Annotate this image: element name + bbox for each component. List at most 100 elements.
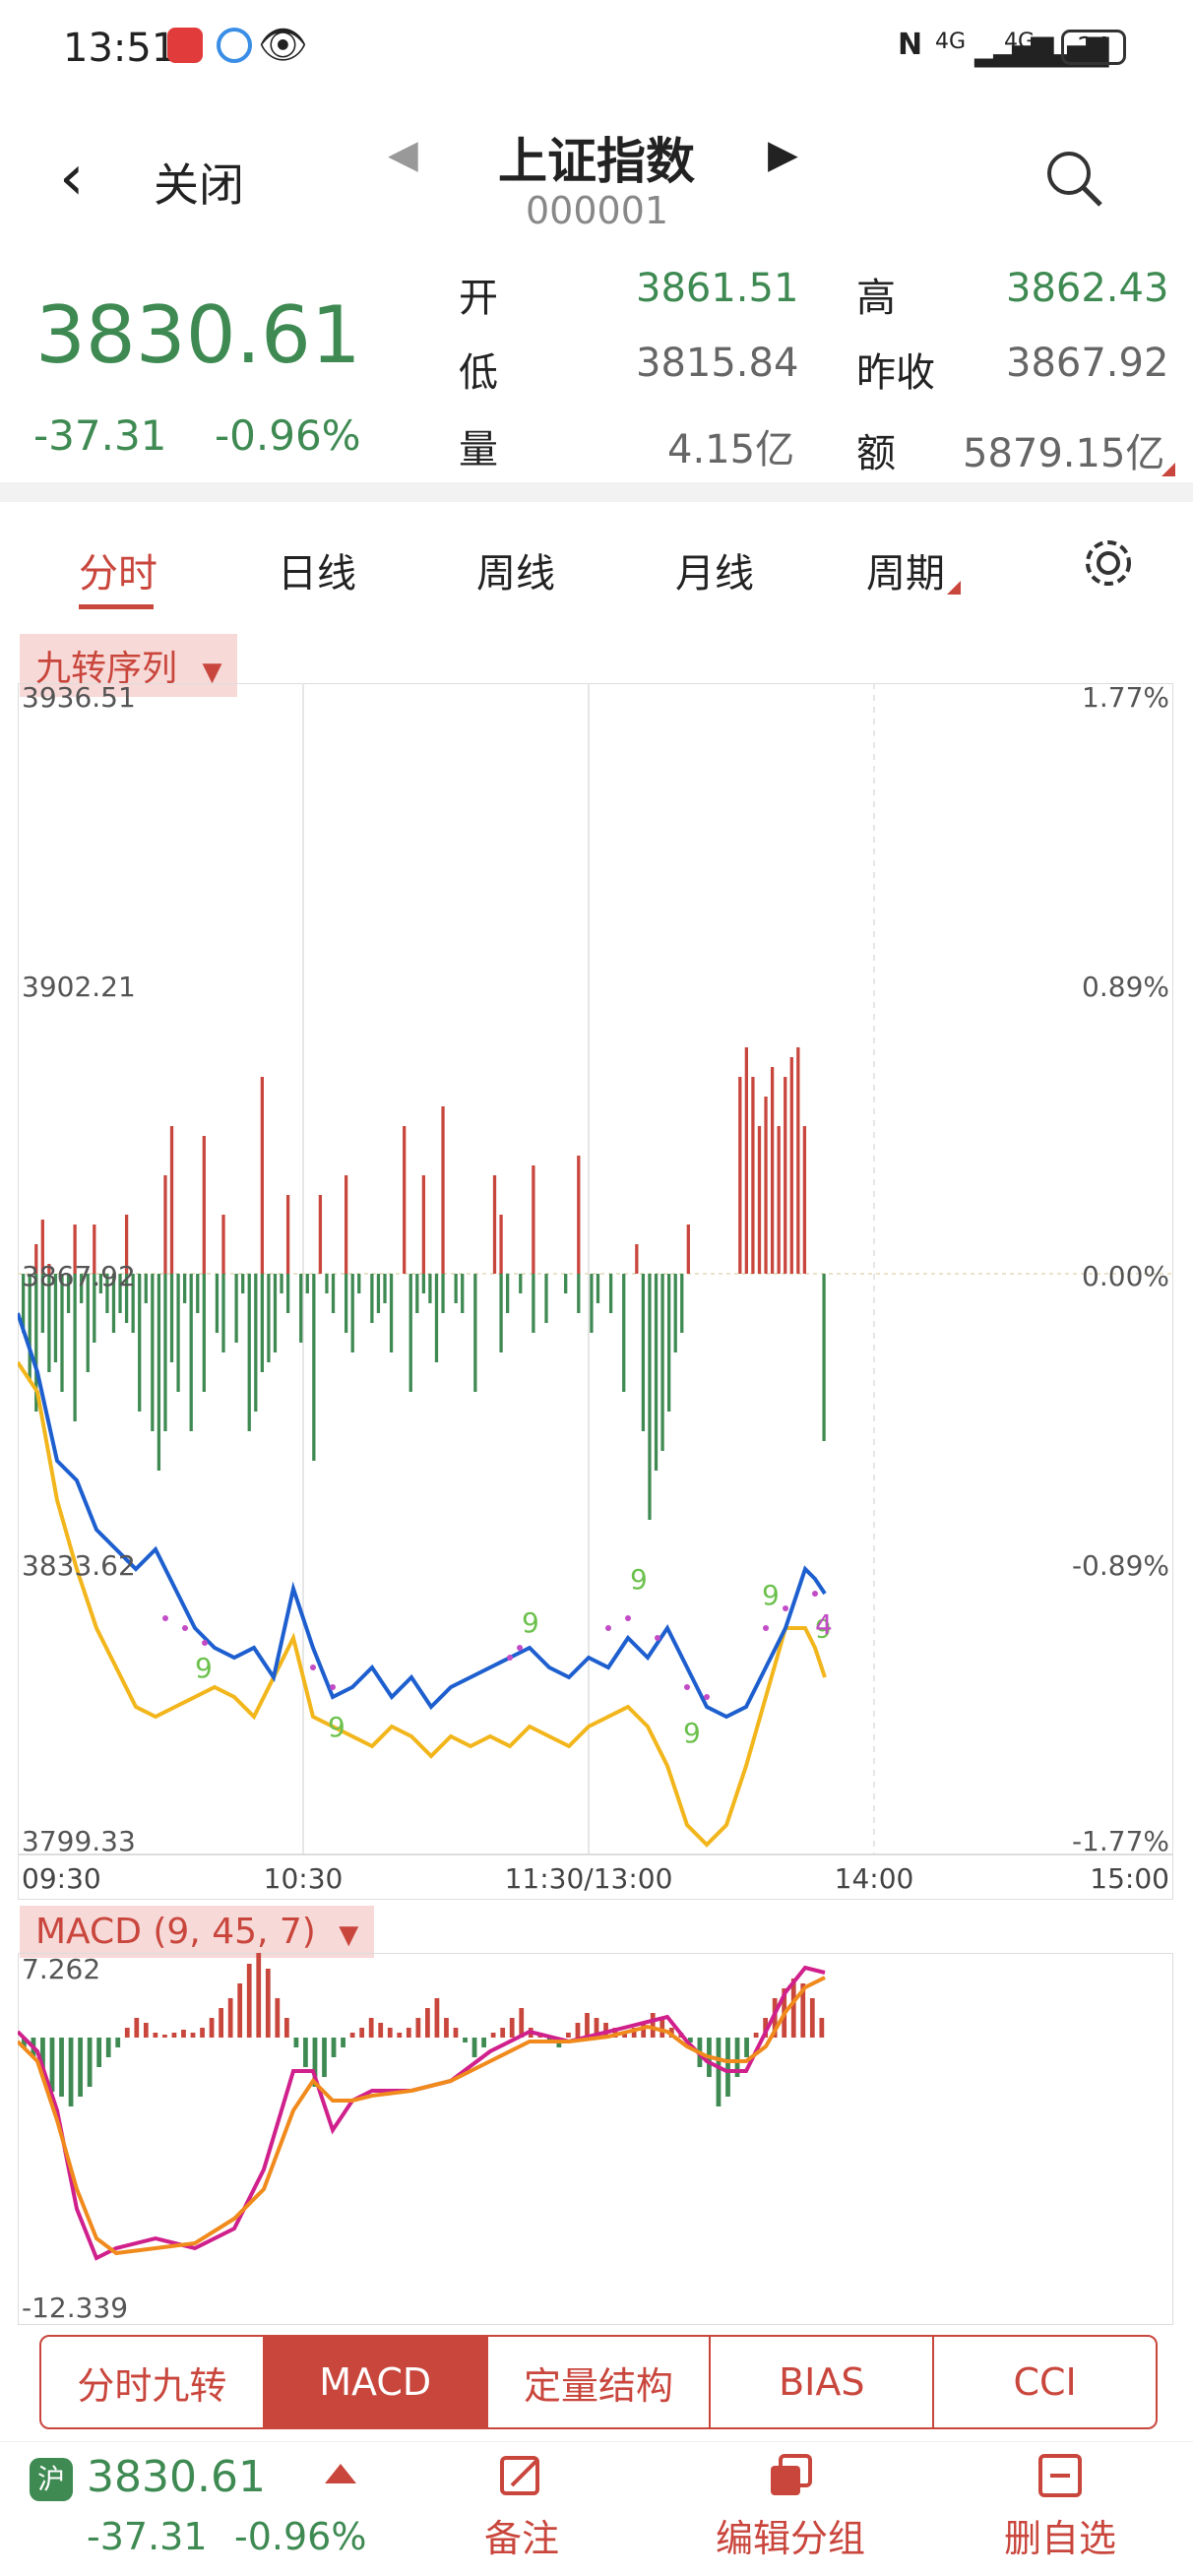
volume-bar-down — [267, 1274, 271, 1362]
volume-bar-down — [499, 1274, 503, 1352]
macd-bar — [509, 2018, 515, 2038]
macd-bar — [406, 2028, 411, 2038]
macd-bar — [631, 2028, 637, 2038]
high-value: 3862.43 — [1006, 266, 1169, 311]
volume-bar-down — [370, 1274, 374, 1323]
status-bar: 13:51 👁 N 4G ▂▃▅▇ 4G ▂▃▅▇ 24 — [0, 0, 1193, 98]
macd-bar — [444, 2018, 449, 2038]
volume-bar-down — [254, 1274, 258, 1412]
macd-bar — [753, 2033, 759, 2038]
nine-turn-dot — [684, 1684, 690, 1690]
macd-bar — [40, 2038, 45, 2077]
macd-bar — [115, 2038, 121, 2047]
macd-bar — [256, 1953, 262, 2038]
macd-bar — [415, 2018, 421, 2038]
nine-mark: 4 — [815, 1608, 833, 1641]
note-label: 备注 — [483, 2517, 559, 2560]
btn-quant-structure[interactable]: 定量结构 — [488, 2337, 712, 2427]
volume-bar-down — [241, 1274, 245, 1293]
macd-histogram — [22, 1953, 825, 2106]
volume-bar-down — [608, 1274, 613, 1313]
volume-bar-down — [680, 1274, 684, 1333]
btn-intraday-nine[interactable]: 分时九转 — [41, 2337, 265, 2427]
volume-bar-down — [822, 1274, 826, 1441]
volume-bar-up — [789, 1057, 793, 1274]
volume-bar-up — [532, 1165, 535, 1274]
macd-bar — [575, 2023, 581, 2038]
status-time: 13:51 — [63, 26, 177, 71]
volume-label: 量 — [459, 427, 498, 472]
open-label: 开 — [459, 276, 498, 321]
volume-bar-down — [247, 1274, 251, 1431]
search-icon[interactable] — [1043, 148, 1106, 211]
btn-macd[interactable]: MACD — [264, 2337, 488, 2427]
volume-bar-up — [421, 1175, 425, 1274]
macd-bar — [687, 2038, 693, 2042]
volume-bar-down — [66, 1274, 71, 1313]
macd-bar — [500, 2028, 506, 2038]
tab-monthly[interactable]: 月线 — [675, 551, 754, 597]
volume-bar-down — [151, 1274, 155, 1431]
volume-bar-down — [189, 1274, 193, 1431]
volume-bar-down — [34, 1274, 38, 1412]
tab-weekly[interactable]: 周线 — [476, 551, 555, 597]
volume-bar-down — [532, 1274, 535, 1333]
macd-label: MACD (9, 45, 7) — [35, 1912, 316, 1952]
volume-bar-down — [454, 1274, 458, 1303]
volume-bar-up — [34, 1244, 38, 1274]
tab-period[interactable]: 周期 — [866, 551, 945, 597]
macd-bar — [566, 2033, 571, 2038]
volume-bar-up — [577, 1156, 581, 1274]
btn-bias[interactable]: BIAS — [711, 2337, 935, 2427]
settings-gear-icon[interactable] — [1081, 535, 1136, 591]
macd-bar — [181, 2030, 186, 2038]
volume-bar-up — [73, 1225, 77, 1274]
volume-bar-down — [441, 1274, 445, 1313]
period-corner-icon — [947, 581, 961, 595]
prev-stock-icon[interactable]: ◀ — [388, 132, 418, 177]
next-stock-icon[interactable]: ▶ — [768, 132, 798, 177]
macd-bar — [68, 2038, 74, 2106]
close-label[interactable]: 关闭 — [154, 158, 244, 212]
nine-mark: 9 — [630, 1563, 648, 1596]
macd-bar — [96, 2038, 102, 2067]
y-label-right: 1.77% — [1082, 683, 1169, 714]
price-line — [18, 1312, 827, 1720]
macd-bar — [622, 2033, 627, 2038]
macd-chart[interactable]: 7.262 -12.339 — [18, 1953, 1173, 2325]
volume-bar-down — [421, 1274, 425, 1293]
macd-bar — [275, 1998, 281, 2038]
volume-bar-down — [577, 1274, 581, 1313]
section-separator — [0, 482, 1193, 502]
x-label: 10:30 — [264, 1862, 344, 1895]
volume-bar-down — [47, 1274, 51, 1372]
tab-daily[interactable]: 日线 — [278, 551, 356, 597]
edit-group-button[interactable]: 编辑分组 — [707, 2452, 874, 2562]
stock-code: 000001 — [526, 189, 669, 232]
macd-min: -12.339 — [22, 2292, 128, 2324]
volume-bar-down — [285, 1274, 290, 1313]
low-value: 3815.84 — [636, 341, 799, 386]
expand-corner-icon[interactable] — [1162, 463, 1175, 476]
macd-bar — [397, 2033, 403, 2038]
macd-bar — [22, 2038, 27, 2047]
delete-watchlist-button[interactable]: 删自选 — [996, 2452, 1124, 2562]
btn-cci[interactable]: CCI — [1013, 2360, 1077, 2404]
volume-bar-down — [98, 1274, 102, 1293]
volume-bars — [22, 1047, 826, 1520]
volume-bar-down — [408, 1274, 412, 1392]
volume-bar-down — [590, 1274, 594, 1333]
back-arrow-icon[interactable]: ‹ — [59, 142, 85, 215]
macd-selector[interactable]: MACD (9, 45, 7) ▼ — [20, 1906, 375, 1958]
intraday-price-chart[interactable]: 9 9 9 9 9 9 9 4 3936.51 3902.21 3867.92 … — [18, 683, 1173, 1900]
volume-bar-down — [80, 1274, 84, 1303]
volume-bar-down — [40, 1274, 44, 1333]
macd-bar — [603, 2023, 608, 2038]
volume-bar-up — [751, 1077, 755, 1274]
macd-bar — [359, 2028, 365, 2038]
volume-bar-down — [415, 1274, 419, 1313]
tab-intraday[interactable]: 分时 — [79, 551, 157, 597]
note-button[interactable]: 备注 — [472, 2452, 571, 2562]
macd-bar — [49, 2038, 55, 2092]
macd-bar — [312, 2038, 318, 2087]
